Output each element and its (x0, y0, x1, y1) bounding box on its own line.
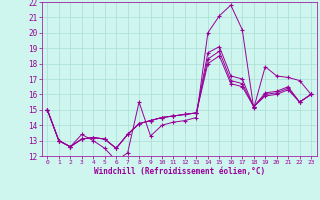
X-axis label: Windchill (Refroidissement éolien,°C): Windchill (Refroidissement éolien,°C) (94, 167, 265, 176)
